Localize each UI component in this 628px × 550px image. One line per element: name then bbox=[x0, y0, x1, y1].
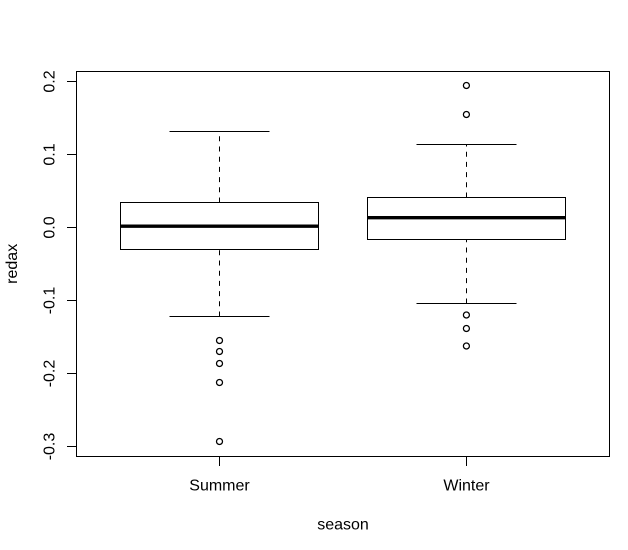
svg-text:-0.2: -0.2 bbox=[42, 360, 59, 388]
svg-text:season: season bbox=[317, 517, 369, 534]
svg-text:0.1: 0.1 bbox=[42, 143, 59, 165]
svg-text:redax: redax bbox=[4, 244, 21, 284]
svg-text:Winter: Winter bbox=[443, 478, 490, 495]
svg-text:-0.3: -0.3 bbox=[42, 433, 59, 461]
svg-text:Summer: Summer bbox=[189, 478, 250, 495]
svg-text:-0.1: -0.1 bbox=[42, 287, 59, 315]
svg-text:0.2: 0.2 bbox=[42, 70, 59, 92]
svg-text:0.0: 0.0 bbox=[42, 216, 59, 238]
